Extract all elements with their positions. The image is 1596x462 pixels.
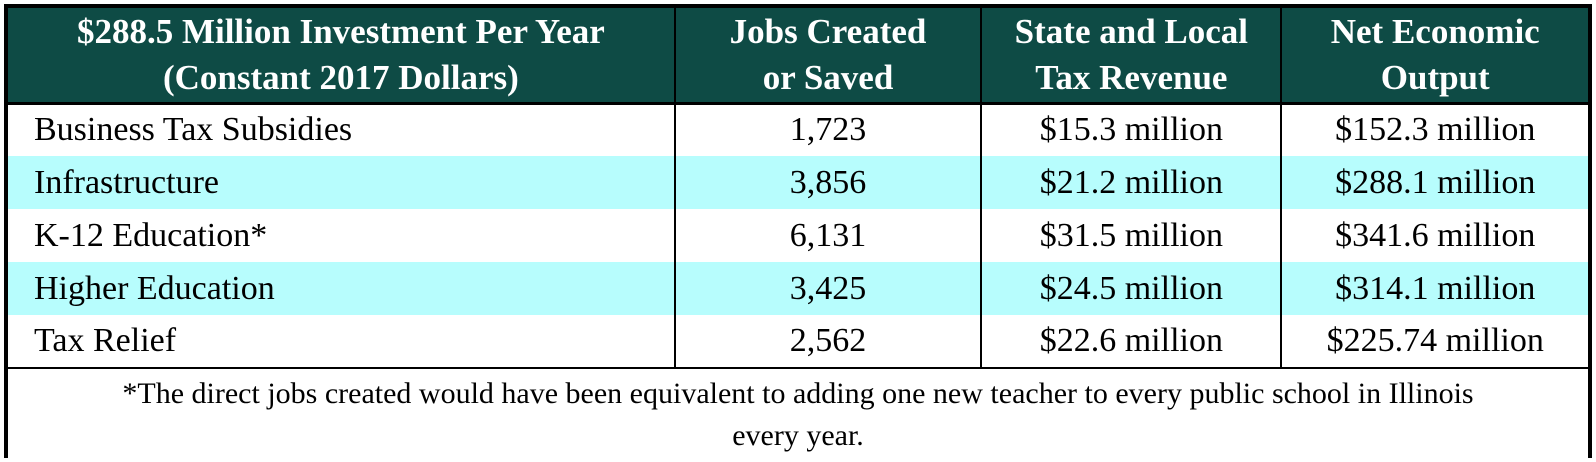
- net-output-value: $152.3 million: [1280, 103, 1588, 156]
- row-label: Tax Relief: [8, 315, 675, 368]
- header-investment-line2: (Constant 2017 Dollars): [162, 57, 519, 97]
- table-row-higher-education: Higher Education 3,425 $24.5 million $31…: [8, 262, 1588, 315]
- table-row-business-tax-subsidies: Business Tax Subsidies 1,723 $15.3 milli…: [8, 103, 1588, 156]
- header-tax-revenue: State and Local Tax Revenue: [980, 8, 1282, 105]
- tax-revenue-value: $24.5 million: [980, 262, 1282, 315]
- net-output-value: $288.1 million: [1280, 156, 1588, 209]
- table-row-infrastructure: Infrastructure 3,856 $21.2 million $288.…: [8, 156, 1588, 209]
- row-label: Infrastructure: [8, 156, 675, 209]
- jobs-value: 1,723: [673, 103, 982, 156]
- header-tax-revenue-line1: State and Local: [1014, 12, 1249, 52]
- tax-revenue-value: $22.6 million: [980, 315, 1282, 368]
- header-tax-revenue-line2: Tax Revenue: [1035, 57, 1228, 97]
- header-net-output: Net Economic Output: [1280, 8, 1588, 105]
- footnote-line1: *The direct jobs created would have been…: [122, 377, 1474, 411]
- tax-revenue-value: $31.5 million: [980, 209, 1282, 262]
- header-net-output-line2: Output: [1380, 57, 1490, 97]
- jobs-value: 3,856: [673, 156, 982, 209]
- jobs-value: 2,562: [673, 315, 982, 368]
- tax-revenue-value: $21.2 million: [980, 156, 1282, 209]
- header-jobs-line1: Jobs Created: [729, 12, 927, 52]
- table-row-tax-relief: Tax Relief 2,562 $22.6 million $225.74 m…: [8, 315, 1588, 368]
- header-jobs-line2: or Saved: [762, 57, 894, 97]
- tax-revenue-value: $15.3 million: [980, 103, 1282, 156]
- footnote-line2: every year.: [732, 418, 864, 452]
- header-jobs: Jobs Created or Saved: [673, 8, 982, 105]
- header-row: $288.5 Million Investment Per Year (Cons…: [8, 8, 1588, 105]
- jobs-value: 3,425: [673, 262, 982, 315]
- net-output-value: $314.1 million: [1280, 262, 1588, 315]
- footnote-row: *The direct jobs created would have been…: [8, 367, 1588, 460]
- header-investment-line1: $288.5 Million Investment Per Year: [76, 12, 605, 52]
- header-investment: $288.5 Million Investment Per Year (Cons…: [8, 8, 675, 105]
- table-row-k12-education: K-12 Education* 6,131 $31.5 million $341…: [8, 209, 1588, 262]
- net-output-value: $225.74 million: [1280, 315, 1588, 368]
- footnote: *The direct jobs created would have been…: [8, 367, 1588, 460]
- row-label: K-12 Education*: [8, 209, 675, 262]
- economic-impact-table: $288.5 Million Investment Per Year (Cons…: [4, 4, 1592, 460]
- jobs-value: 6,131: [673, 209, 982, 262]
- investment-results-table: $288.5 Million Investment Per Year (Cons…: [8, 8, 1588, 460]
- row-label: Business Tax Subsidies: [8, 103, 675, 156]
- header-net-output-line1: Net Economic: [1330, 12, 1540, 52]
- row-label: Higher Education: [8, 262, 675, 315]
- net-output-value: $341.6 million: [1280, 209, 1588, 262]
